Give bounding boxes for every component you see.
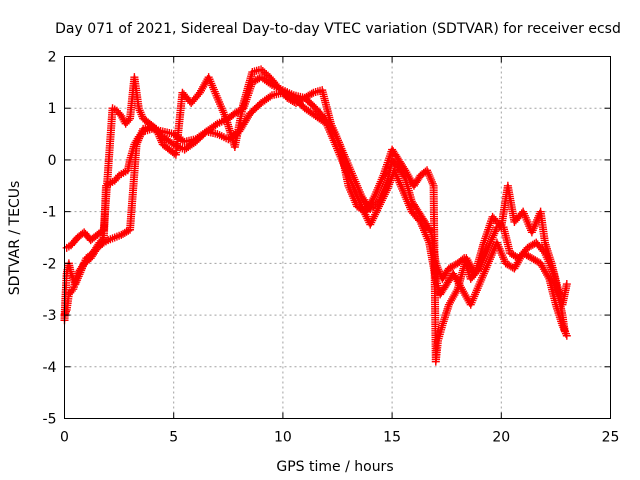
data-point xyxy=(61,309,70,318)
data-point xyxy=(156,134,165,143)
data-point xyxy=(423,166,432,175)
data-point xyxy=(427,177,436,186)
data-point xyxy=(133,138,142,147)
x-axis-label: GPS time / hours xyxy=(276,459,393,475)
x-tick-label: 5 xyxy=(169,430,178,446)
data-point xyxy=(61,307,70,316)
data-point xyxy=(425,172,434,181)
data-point xyxy=(369,194,378,203)
data-point xyxy=(211,121,220,130)
grid-layer xyxy=(64,56,611,419)
data-point xyxy=(266,92,275,101)
y-tick-label: -5 xyxy=(43,412,57,428)
series-track-b xyxy=(60,88,571,340)
x-tick-label: 25 xyxy=(602,430,620,446)
y-axis-label: SDTVAR / TECUs xyxy=(7,181,23,296)
y-tick-label: -4 xyxy=(43,360,57,376)
y-tick-label: -3 xyxy=(43,308,57,324)
data-point xyxy=(155,132,164,141)
data-point xyxy=(136,130,145,139)
data-point xyxy=(153,126,162,135)
x-tick-label: 0 xyxy=(60,430,69,446)
data-point xyxy=(157,136,166,145)
data-point xyxy=(135,132,144,141)
data-point xyxy=(426,174,435,183)
series-track-c xyxy=(62,65,571,366)
x-tick-label: 15 xyxy=(383,430,401,446)
data-layer xyxy=(60,65,571,366)
data-point xyxy=(307,89,316,98)
data-point xyxy=(452,287,461,296)
data-point xyxy=(98,227,107,236)
data-point xyxy=(134,136,143,145)
y-tick-label: -1 xyxy=(43,205,57,221)
data-point xyxy=(137,128,146,137)
data-point xyxy=(154,130,163,139)
data-point xyxy=(428,179,437,188)
data-point xyxy=(124,116,133,125)
data-point xyxy=(153,128,162,137)
data-point xyxy=(427,175,436,184)
data-point xyxy=(424,170,433,179)
data-point xyxy=(135,134,144,143)
x-tick-label: 20 xyxy=(492,430,510,446)
data-point xyxy=(562,331,571,340)
x-tick-label: 10 xyxy=(274,430,292,446)
data-point xyxy=(562,280,571,289)
data-point xyxy=(132,140,141,149)
y-tick-label: -2 xyxy=(43,256,57,272)
y-tick-label: 1 xyxy=(48,101,57,117)
chart-title: Day 071 of 2021, Sidereal Day-to-day VTE… xyxy=(55,21,621,37)
y-tick-label: 2 xyxy=(48,50,57,66)
plot-frame xyxy=(64,56,611,419)
data-point xyxy=(423,168,432,177)
data-point xyxy=(152,124,161,133)
y-tick-label: 0 xyxy=(48,153,57,169)
